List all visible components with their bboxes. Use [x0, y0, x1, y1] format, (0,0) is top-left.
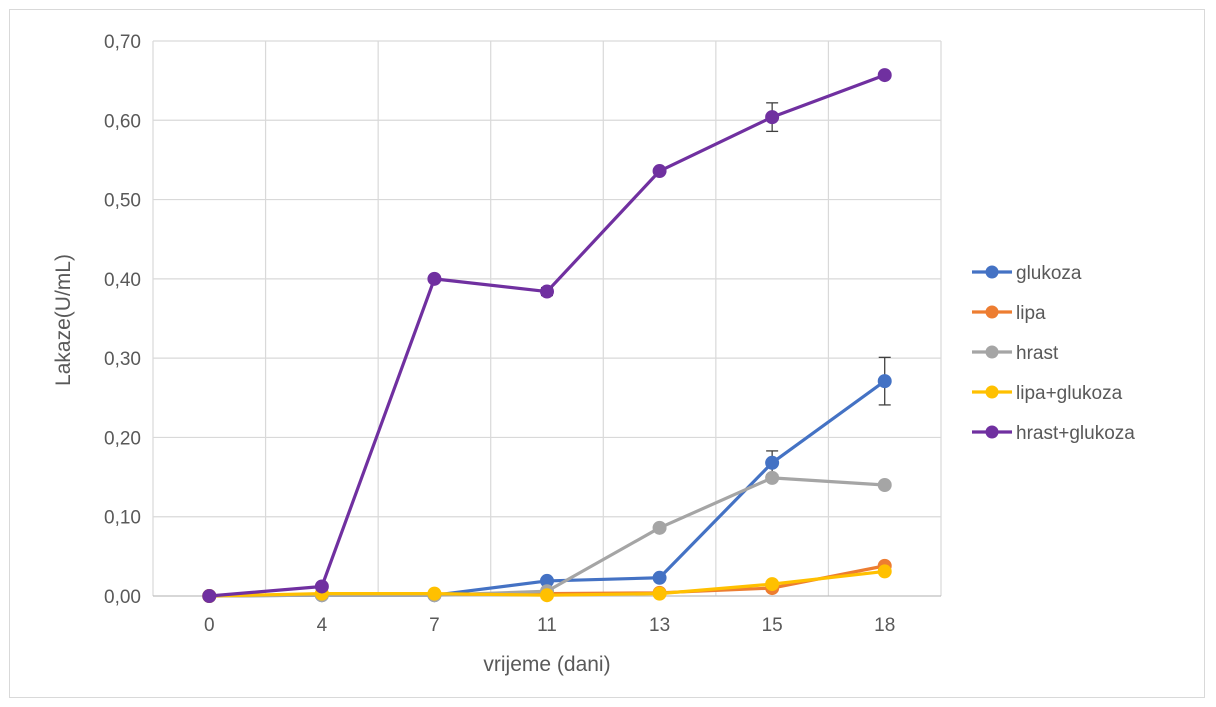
- data-point: [540, 588, 554, 603]
- data-point: [765, 110, 780, 125]
- x-tick-label: 11: [537, 615, 557, 636]
- y-tick-label: 0,40: [104, 270, 141, 291]
- legend: glukoza lipa hrast lipa+glukoza hrast+glukoz…: [972, 263, 1135, 444]
- x-tick-label: 0: [204, 615, 215, 636]
- legend-label: lipa: [1016, 303, 1046, 324]
- data-point: [540, 284, 554, 299]
- vertical-gridlines: [152, 41, 942, 596]
- data-point: [877, 68, 892, 83]
- x-axis-tick-labels: 0 4 7 11 13 15 18: [204, 615, 895, 636]
- x-tick-label: 18: [874, 615, 895, 636]
- data-point: [202, 589, 217, 603]
- x-axis-title: vrijeme (dani): [483, 653, 610, 676]
- x-tick-label: 13: [649, 615, 670, 636]
- data-point: [652, 520, 667, 535]
- legend-label: hrast: [1016, 343, 1059, 364]
- y-tick-label: 0,20: [104, 428, 141, 449]
- legend-entry: lipa+glukoza: [972, 383, 1123, 404]
- data-point: [877, 374, 892, 389]
- legend-entry: lipa: [972, 303, 1046, 324]
- horizontal-gridlines: [153, 40, 941, 597]
- data-point: [314, 579, 329, 594]
- y-tick-label: 0,60: [104, 111, 141, 132]
- x-tick-label: 15: [762, 615, 783, 636]
- series-hrast-glukoza: [202, 68, 892, 603]
- x-tick-label: 7: [429, 615, 440, 636]
- y-tick-label: 0,10: [104, 508, 141, 529]
- y-tick-label: 0,50: [104, 191, 141, 212]
- legend-marker: [985, 305, 999, 319]
- data-point: [652, 586, 667, 601]
- data-point: [877, 564, 892, 579]
- y-tick-label: 0,00: [104, 587, 141, 608]
- data-point: [765, 455, 780, 470]
- series-line: [209, 73, 886, 598]
- x-tick-label: 4: [317, 615, 328, 636]
- data-point: [427, 271, 442, 286]
- legend-marker: [985, 265, 999, 279]
- legend-marker: [985, 385, 999, 399]
- y-axis-title: Lakaze(U/mL): [52, 254, 75, 386]
- series-layer: [202, 68, 892, 603]
- y-tick-label: 0,30: [104, 349, 141, 370]
- legend-label: hrast+glukoza: [1016, 423, 1135, 444]
- data-point: [765, 470, 780, 485]
- y-tick-label: 0,70: [104, 32, 141, 53]
- legend-label: glukoza: [1016, 263, 1082, 284]
- legend-marker: [985, 425, 999, 439]
- data-point: [877, 478, 892, 492]
- y-axis-tick-labels: 0,00 0,10 0,20 0,30 0,40 0,50 0,60 0,70: [104, 32, 141, 608]
- legend-entry: glukoza: [972, 263, 1082, 284]
- data-point: [427, 586, 442, 601]
- data-point: [652, 164, 667, 179]
- legend-marker: [985, 345, 999, 359]
- series-line: [209, 379, 886, 598]
- data-point: [765, 577, 780, 592]
- legend-label: lipa+glukoza: [1016, 383, 1123, 404]
- legend-entry: hrast+glukoza: [972, 423, 1135, 444]
- legend-entry: hrast: [972, 343, 1059, 364]
- data-point: [652, 570, 667, 585]
